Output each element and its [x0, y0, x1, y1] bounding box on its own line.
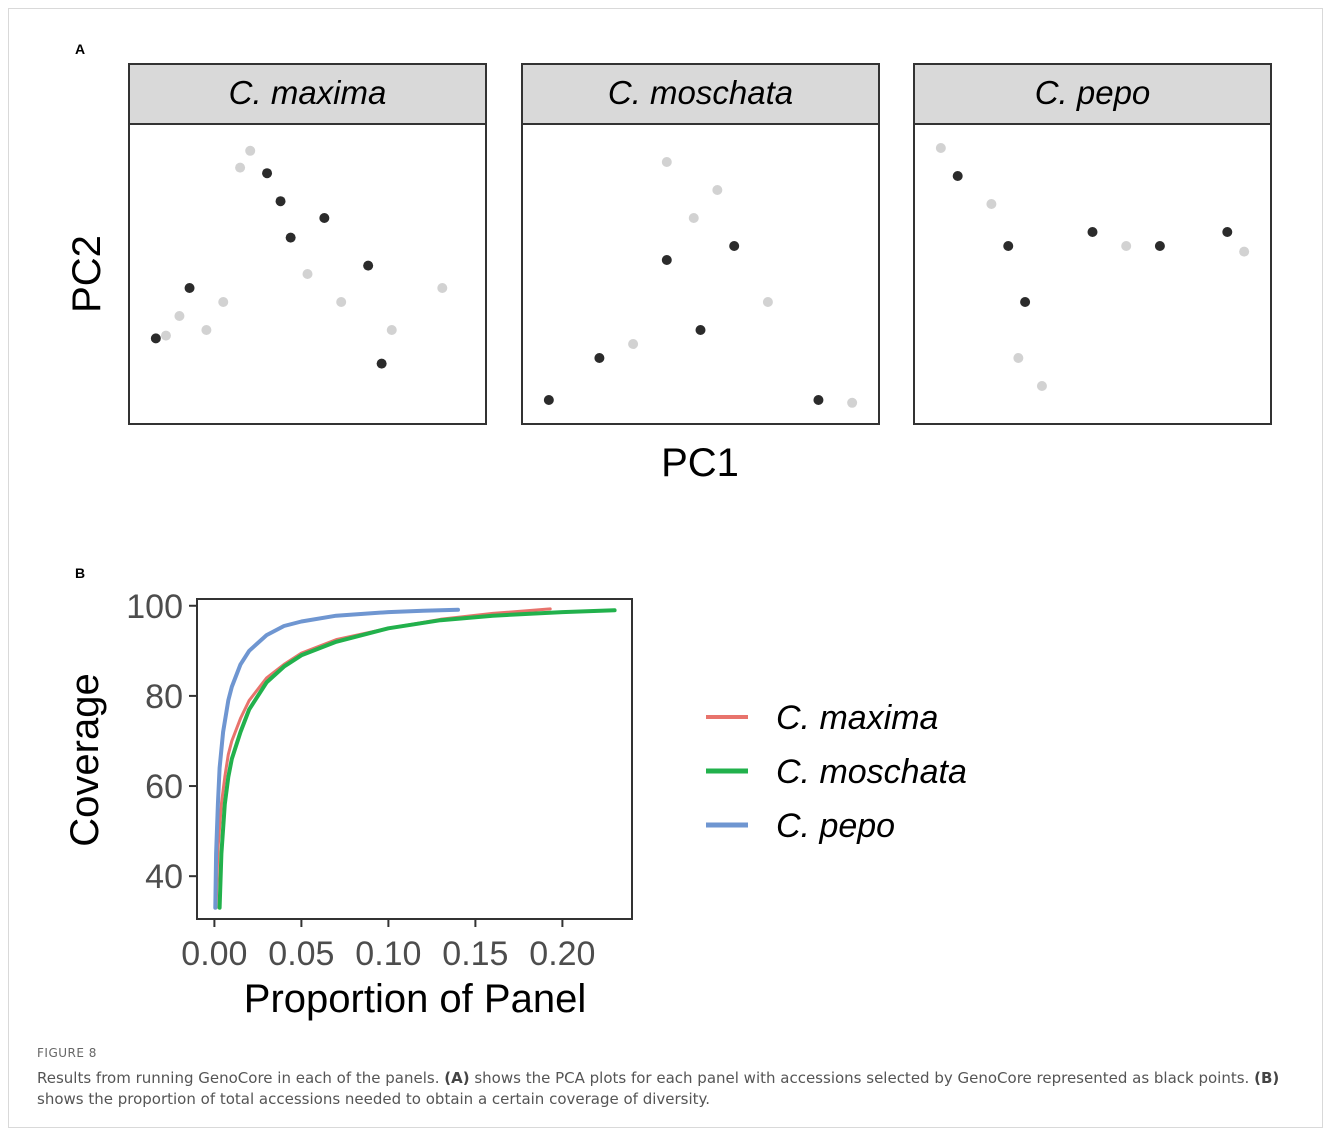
other-point — [1036, 381, 1047, 391]
pca-facet-grid: C. maxima C. moschata C. pepo — [128, 63, 1272, 425]
other-point — [935, 143, 946, 153]
other-point — [386, 325, 397, 335]
coverage-chart: 0.00 0.05 0.10 0.15 0.20 40 60 80 100 — [126, 588, 633, 973]
series-line — [217, 608, 617, 910]
coverage-legend: C. maxima C. moschata C. pepo — [706, 699, 967, 845]
facet-panel — [913, 123, 1272, 425]
other-point — [336, 297, 347, 307]
selected-point — [285, 232, 296, 243]
other-point — [201, 325, 212, 335]
coverage-y-axis-title: Coverage — [63, 673, 107, 846]
selected-point — [543, 395, 554, 405]
coverage-x-axis-title: Proportion of Panel — [244, 977, 586, 1021]
selected-point — [1087, 227, 1098, 237]
other-point — [302, 269, 313, 279]
other-point — [1239, 246, 1250, 257]
selected-point — [262, 168, 273, 179]
y-tick-label: 100 — [126, 588, 183, 626]
selected-point — [319, 213, 330, 223]
x-tick-label: 0.20 — [529, 935, 595, 973]
other-point — [437, 283, 448, 293]
selected-point — [695, 325, 706, 335]
other-point — [218, 297, 229, 307]
facet-strip-label: C. pepo — [1035, 74, 1151, 111]
other-point — [847, 397, 858, 408]
plot-area — [196, 598, 633, 920]
pca-y-axis-title: PC2 — [65, 235, 109, 313]
selected-point — [952, 171, 963, 181]
other-point — [628, 339, 639, 349]
y-tick-label: 80 — [145, 678, 183, 716]
caption-part-1: Results from running GenoCore in each of… — [37, 1069, 445, 1087]
facet-strip-label: C. moschata — [608, 74, 793, 111]
facet-strip — [521, 63, 880, 125]
panel-label-b: B — [75, 565, 85, 581]
other-point — [1121, 241, 1132, 251]
pca-x-axis-title: PC1 — [661, 441, 739, 485]
other-point — [986, 199, 997, 209]
other-point — [174, 311, 185, 321]
other-point — [688, 213, 699, 223]
selected-point — [1222, 227, 1233, 237]
other-point — [762, 297, 773, 307]
series-line — [213, 607, 460, 910]
legend-label: C. pepo — [776, 807, 895, 845]
pca-facet: C. maxima — [128, 63, 487, 425]
selected-point — [1020, 297, 1031, 307]
selected-point — [150, 333, 161, 344]
x-tick-label: 0.10 — [355, 935, 421, 973]
other-point — [245, 145, 256, 156]
selected-point — [661, 255, 672, 265]
figure-frame — [8, 8, 1323, 1128]
caption-part-2: shows the PCA plots for each panel with … — [469, 1069, 1255, 1087]
figure-number: FIGURE 8 — [37, 1046, 97, 1060]
selected-point — [363, 260, 374, 271]
other-point — [1013, 353, 1024, 363]
x-tick-label: 0.00 — [181, 935, 247, 973]
legend-label: C. moschata — [776, 753, 967, 791]
caption-ref-a: (A) — [444, 1069, 470, 1087]
x-tick-label: 0.05 — [268, 935, 334, 973]
selected-point — [813, 395, 824, 405]
selected-point — [184, 283, 195, 293]
y-tick-label: 40 — [145, 858, 183, 896]
legend-label: C. maxima — [776, 699, 938, 737]
selected-point — [275, 196, 286, 207]
selected-point — [376, 358, 387, 369]
selected-point — [1003, 241, 1014, 251]
facet-strip-label: C. maxima — [229, 74, 387, 111]
y-tick-label: 60 — [145, 768, 183, 806]
caption-text: Results from running GenoCore in each of… — [37, 1068, 1307, 1110]
facet-panel — [521, 123, 880, 425]
pca-facet: C. pepo — [913, 63, 1272, 425]
x-tick-label: 0.15 — [442, 935, 508, 973]
caption-ref-b: (B) — [1254, 1069, 1280, 1087]
selected-point — [1154, 241, 1165, 251]
other-point — [235, 162, 246, 173]
selected-point — [594, 353, 605, 363]
panel-label-a: A — [75, 41, 85, 57]
other-point — [712, 185, 723, 195]
facet-strip — [913, 63, 1272, 125]
pca-facet: C. moschata — [521, 63, 880, 425]
figure-caption: FIGURE 8 Results from running GenoCore i… — [37, 1046, 1307, 1110]
selected-point — [729, 241, 740, 251]
caption-part-3: shows the proportion of total accessions… — [37, 1090, 711, 1108]
other-point — [160, 330, 171, 341]
other-point — [661, 157, 672, 167]
